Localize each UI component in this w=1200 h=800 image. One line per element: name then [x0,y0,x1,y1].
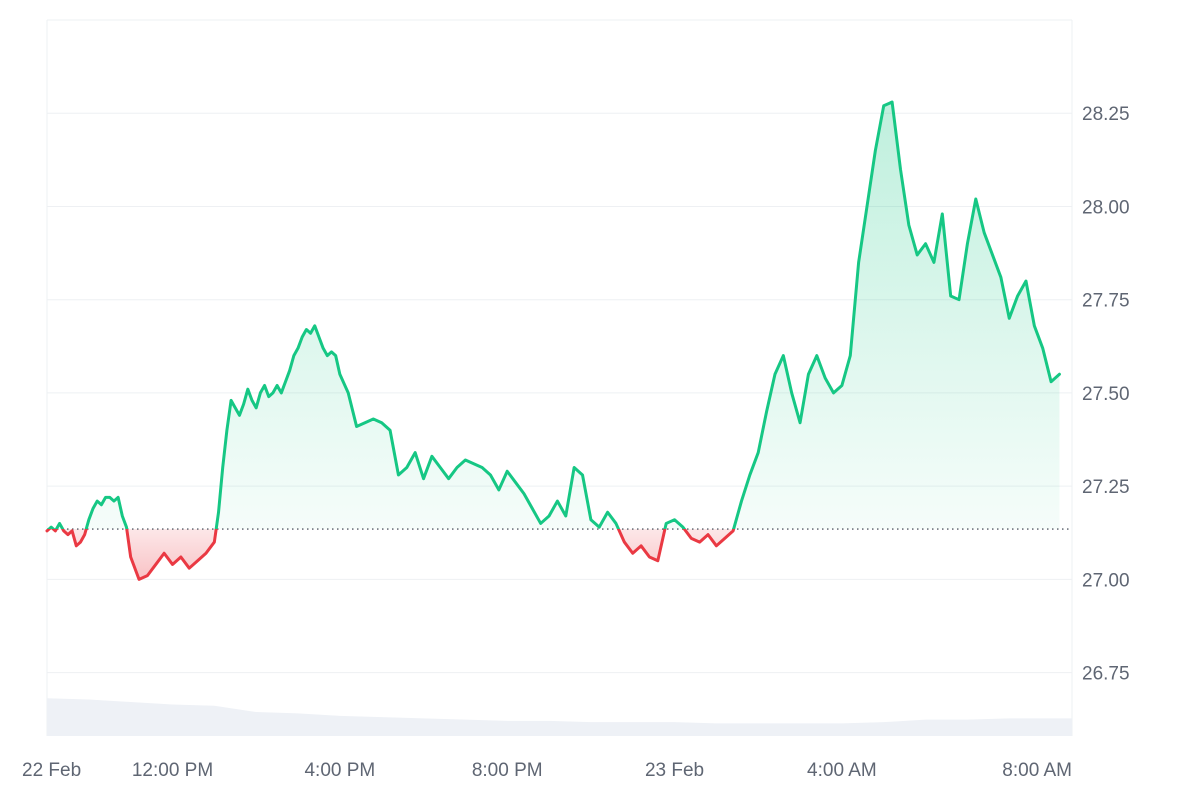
y-tick-label: 28.00 [1082,197,1130,218]
y-tick-label: 28.25 [1082,104,1130,125]
y-tick-label: 26.75 [1082,664,1130,685]
x-tick-label: 8:00 AM [1002,760,1072,781]
x-tick-label: 4:00 AM [807,760,877,781]
price-line-above-baseline [46,100,1061,530]
x-axis: 22 Feb 12:00 PM 4:00 PM 8:00 PM 23 Feb 4:00 A… [22,760,1072,781]
x-tick-label: 23 Feb [645,760,704,781]
x-tick-label: 12:00 PM [132,760,213,781]
x-tick-label: 4:00 PM [304,760,375,781]
price-area-above-baseline [47,102,1060,530]
price-area [47,102,1060,580]
x-tick-label: 8:00 PM [472,760,543,781]
y-tick-label: 27.00 [1082,570,1130,591]
volume-area [47,698,1072,736]
y-axis: 26.75 27.00 27.25 27.50 27.75 28.00 28.25 [1082,104,1130,684]
price-area-below-baseline [47,529,734,580]
grid [46,19,1073,736]
x-tick-label: 22 Feb [22,760,81,781]
price-line [45,100,1061,581]
price-line-below-baseline [45,529,736,581]
y-tick-label: 27.25 [1082,477,1130,498]
y-tick-label: 27.75 [1082,291,1130,312]
y-tick-label: 27.50 [1082,384,1130,405]
